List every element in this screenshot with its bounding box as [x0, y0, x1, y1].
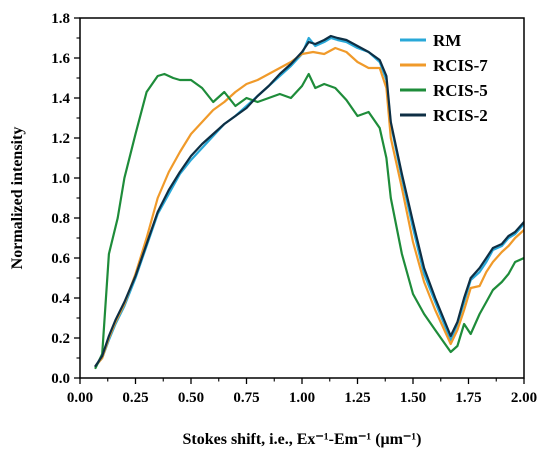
y-tick-label: 0.8 [51, 211, 70, 227]
x-axis-title: Stokes shift, i.e., Ex⁻¹-Em⁻¹ (μm⁻¹) [182, 431, 421, 448]
y-tick-label: 1.2 [51, 131, 70, 147]
x-tick-label: 1.75 [455, 390, 481, 406]
x-tick-label: 1.00 [289, 390, 315, 406]
x-tick-label: 0.00 [67, 390, 93, 406]
y-tick-label: 0.2 [51, 331, 70, 347]
x-tick-label: 1.25 [344, 390, 370, 406]
y-tick-label: 1.8 [51, 11, 70, 27]
series-line-rcis-2 [94, 34, 524, 368]
x-tick-label: 0.25 [122, 390, 148, 406]
series-layer [94, 34, 524, 370]
y-axis: 0.0 0.2 0.4 0.6 0.8 1.0 1.2 1.4 1.6 1.8 [51, 11, 80, 387]
legend-label: RM [433, 31, 461, 50]
x-tick-label: 1.50 [400, 390, 426, 406]
y-tick-label: 0.0 [51, 371, 70, 387]
x-tick-label: 2.00 [511, 390, 537, 406]
x-axis: 0.00 0.25 0.50 0.75 1.00 1.25 1.50 1.75 2.00 [67, 378, 537, 406]
legend-label: RCIS-5 [433, 81, 488, 100]
legend-label: RCIS-7 [433, 56, 488, 75]
x-tick-label: 0.75 [233, 390, 259, 406]
y-tick-label: 0.4 [51, 291, 70, 307]
x-tick-label: 0.50 [178, 390, 204, 406]
y-tick-label: 0.6 [51, 251, 70, 267]
series-line-rcis-7 [94, 46, 524, 368]
y-axis-title: Normalized intensity [9, 127, 26, 270]
legend: RM RCIS-7 RCIS-5 RCIS-2 [400, 31, 488, 125]
y-tick-label: 1.0 [51, 171, 70, 187]
series-line-rcis-5 [94, 72, 524, 370]
y-tick-label: 1.6 [51, 51, 70, 67]
y-tick-label: 1.4 [51, 91, 70, 107]
legend-label: RCIS-2 [433, 106, 488, 125]
